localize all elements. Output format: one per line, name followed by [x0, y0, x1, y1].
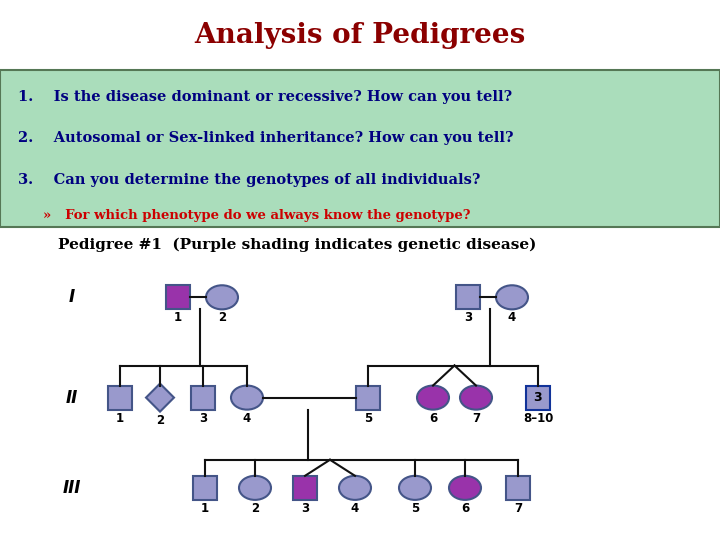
Bar	[193, 476, 217, 500]
Text: 3.    Can you determine the genotypes of all individuals?: 3. Can you determine the genotypes of al…	[18, 173, 480, 187]
Ellipse shape	[239, 476, 271, 500]
Text: 6: 6	[429, 411, 437, 424]
Text: 8–10: 8–10	[523, 411, 553, 424]
Polygon shape	[146, 383, 174, 411]
Text: 2.    Autosomal or Sex-linked inheritance? How can you tell?: 2. Autosomal or Sex-linked inheritance? …	[18, 131, 513, 145]
Text: 6: 6	[461, 502, 469, 515]
Text: »   For which phenotype do we always know the genotype?: » For which phenotype do we always know …	[43, 210, 471, 222]
Text: II: II	[66, 389, 78, 407]
Text: III: III	[63, 479, 81, 497]
Bar	[356, 386, 380, 410]
Text: 1: 1	[116, 411, 124, 424]
Ellipse shape	[496, 285, 528, 309]
Text: 4: 4	[243, 411, 251, 424]
Text: 4: 4	[351, 502, 359, 515]
Text: 7: 7	[514, 502, 522, 515]
Bar	[293, 476, 317, 500]
Text: 5: 5	[411, 502, 419, 515]
Text: 3: 3	[534, 391, 542, 404]
Ellipse shape	[231, 386, 263, 410]
Ellipse shape	[339, 476, 371, 500]
Bar	[456, 285, 480, 309]
Text: 2: 2	[251, 502, 259, 515]
Text: 1: 1	[201, 502, 209, 515]
Text: 7: 7	[472, 411, 480, 424]
Text: 2: 2	[218, 312, 226, 325]
Text: 3: 3	[301, 502, 309, 515]
Text: 5: 5	[364, 411, 372, 424]
Text: 1: 1	[174, 312, 182, 325]
Text: 4: 4	[508, 312, 516, 325]
Ellipse shape	[399, 476, 431, 500]
Ellipse shape	[206, 285, 238, 309]
Bar	[166, 285, 190, 309]
Text: 2: 2	[156, 414, 164, 427]
Text: I: I	[69, 288, 75, 306]
Ellipse shape	[417, 386, 449, 410]
Bar	[108, 386, 132, 410]
Bar	[191, 386, 215, 410]
Text: 1.    Is the disease dominant or recessive? How can you tell?: 1. Is the disease dominant or recessive?…	[18, 90, 512, 104]
Ellipse shape	[449, 476, 481, 500]
Bar	[526, 386, 550, 410]
Text: 3: 3	[199, 411, 207, 424]
Text: Pedigree #1  (Purple shading indicates genetic disease): Pedigree #1 (Purple shading indicates ge…	[58, 238, 536, 252]
Bar	[506, 476, 530, 500]
Ellipse shape	[460, 386, 492, 410]
Text: Analysis of Pedigrees: Analysis of Pedigrees	[194, 22, 526, 49]
Text: 3: 3	[464, 312, 472, 325]
